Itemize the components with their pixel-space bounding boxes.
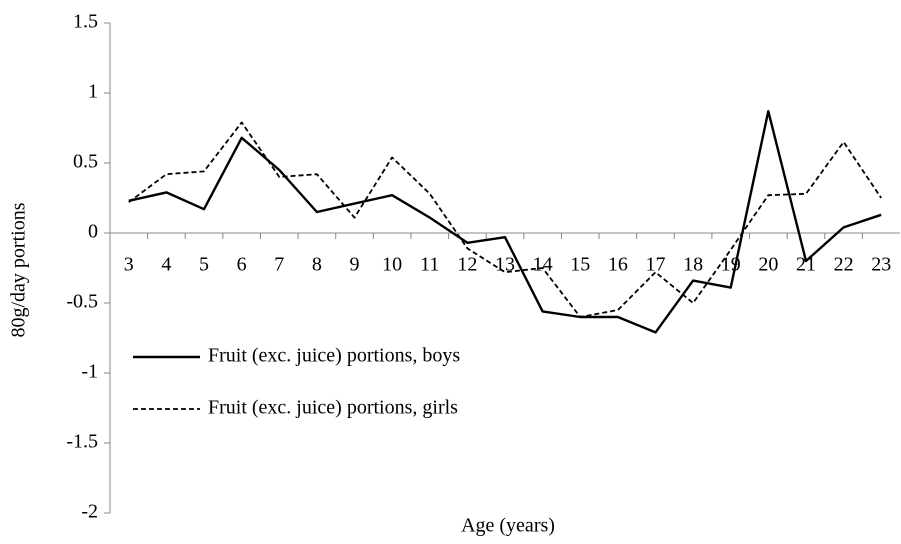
y-tick-label: -1.5	[66, 431, 98, 453]
y-tick-label: 0	[88, 221, 98, 243]
x-tick-label: 22	[834, 254, 854, 276]
x-tick-label: 17	[645, 254, 665, 276]
x-tick-label: 15	[570, 254, 590, 276]
series-line	[128, 109, 882, 334]
x-tick-label: 14	[533, 254, 553, 276]
y-tick-label: 1	[88, 81, 98, 103]
x-axis-label: Age (years)	[461, 515, 555, 537]
x-tick-label: 9	[350, 254, 360, 276]
series-line	[128, 121, 882, 318]
y-tick-label: 0.5	[73, 151, 98, 173]
x-tick-label: 8	[312, 254, 322, 276]
y-tick-label: -2	[81, 501, 98, 523]
x-tick-label: 11	[420, 254, 439, 276]
x-tick-label: 18	[683, 254, 703, 276]
legend-label: Fruit (exc. juice) portions, boys	[208, 345, 460, 367]
x-tick-label: 12	[457, 254, 477, 276]
x-tick-label: 4	[161, 254, 171, 276]
x-tick-label: 7	[274, 254, 284, 276]
y-tick-label: -0.5	[66, 291, 98, 313]
x-tick-label: 23	[871, 254, 891, 276]
x-tick-label: 21	[796, 254, 816, 276]
x-tick-label: 6	[237, 254, 247, 276]
x-tick-label: 5	[199, 254, 209, 276]
y-axis-label: 80g/day portions	[8, 202, 30, 337]
y-tick-label: -1	[81, 361, 98, 383]
x-tick-label: 10	[382, 254, 402, 276]
y-tick-label: 1.5	[73, 11, 98, 33]
x-tick-label: 20	[758, 254, 778, 276]
x-tick-label: 3	[124, 254, 134, 276]
x-tick-label: 16	[608, 254, 628, 276]
legend-label: Fruit (exc. juice) portions, girls	[208, 397, 458, 419]
